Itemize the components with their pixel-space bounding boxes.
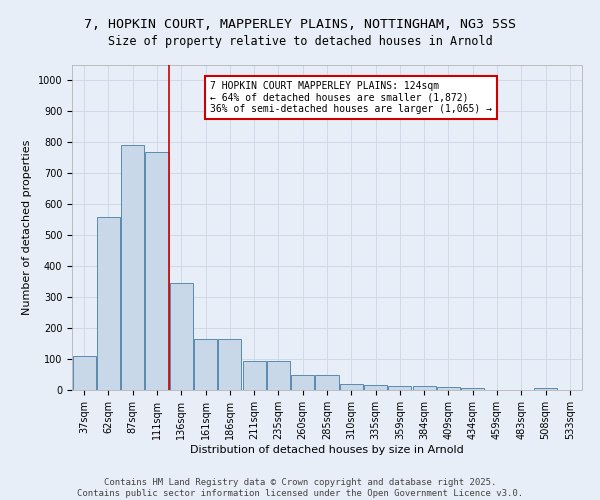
Text: Size of property relative to detached houses in Arnold: Size of property relative to detached ho… — [107, 35, 493, 48]
Bar — [194, 339, 217, 390]
Bar — [413, 386, 436, 390]
Bar — [534, 388, 557, 390]
Bar — [461, 388, 484, 390]
Text: Contains HM Land Registry data © Crown copyright and database right 2025.
Contai: Contains HM Land Registry data © Crown c… — [77, 478, 523, 498]
Bar — [73, 356, 95, 390]
Bar — [316, 374, 338, 390]
Bar — [145, 152, 169, 390]
Bar — [170, 283, 193, 390]
Bar — [242, 360, 266, 390]
Bar — [437, 387, 460, 390]
Bar — [388, 386, 412, 390]
Bar — [364, 386, 387, 390]
Bar — [218, 339, 241, 390]
Bar — [97, 216, 120, 390]
Bar — [121, 146, 144, 390]
Bar — [291, 374, 314, 390]
X-axis label: Distribution of detached houses by size in Arnold: Distribution of detached houses by size … — [190, 444, 464, 454]
Text: 7 HOPKIN COURT MAPPERLEY PLAINS: 124sqm
← 64% of detached houses are smaller (1,: 7 HOPKIN COURT MAPPERLEY PLAINS: 124sqm … — [210, 81, 492, 114]
Bar — [267, 360, 290, 390]
Bar — [340, 384, 363, 390]
Text: 7, HOPKIN COURT, MAPPERLEY PLAINS, NOTTINGHAM, NG3 5SS: 7, HOPKIN COURT, MAPPERLEY PLAINS, NOTTI… — [84, 18, 516, 30]
Y-axis label: Number of detached properties: Number of detached properties — [22, 140, 32, 315]
